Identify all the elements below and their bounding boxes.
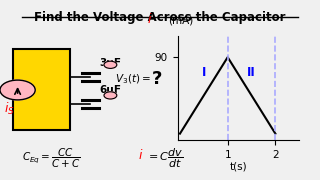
X-axis label: t(s): t(s) (229, 161, 247, 172)
Text: $V_3(t) =$: $V_3(t) =$ (115, 72, 151, 86)
Text: $= C\dfrac{dv}{dt}$: $= C\dfrac{dv}{dt}$ (146, 147, 183, 170)
Text: $C_{Eq} = \dfrac{CC}{C + C}$: $C_{Eq} = \dfrac{CC}{C + C}$ (22, 147, 81, 170)
Text: $i$: $i$ (147, 12, 153, 26)
Circle shape (0, 80, 35, 100)
Text: 3μF: 3μF (99, 58, 121, 68)
Text: Find the Voltage Across the Capacitor: Find the Voltage Across the Capacitor (34, 11, 286, 24)
Text: (mA): (mA) (168, 15, 193, 26)
Text: I: I (202, 66, 206, 79)
Text: 6μF: 6μF (99, 85, 121, 95)
Text: II: II (247, 66, 256, 79)
Bar (13, 49, 70, 130)
Circle shape (104, 61, 117, 68)
Text: $i$: $i$ (138, 148, 143, 162)
Circle shape (104, 92, 117, 99)
Text: $i_S$: $i_S$ (4, 101, 15, 117)
Text: ?: ? (152, 70, 162, 88)
